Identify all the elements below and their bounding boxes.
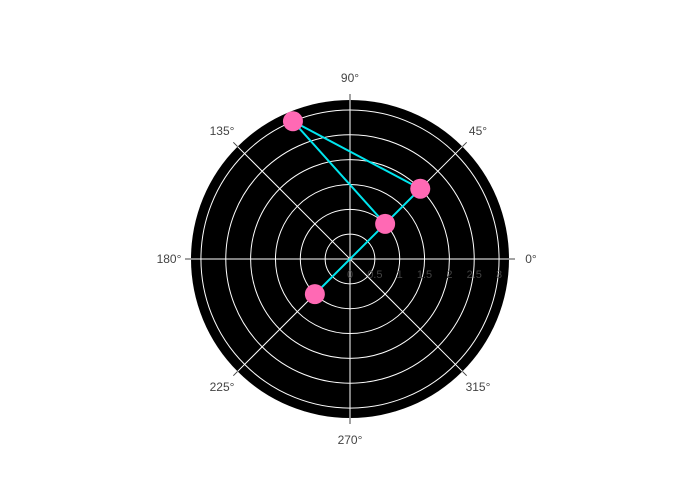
angular-tick-label: 180° bbox=[157, 252, 182, 266]
radial-tick-label: 2 bbox=[446, 269, 452, 281]
radial-tick-label: 1.5 bbox=[417, 269, 432, 281]
radial-tick-labels: 0 0.5 1 1.5 2 2.5 3 bbox=[347, 269, 502, 281]
angular-tick-label: 90° bbox=[341, 71, 359, 85]
angular-tick bbox=[233, 371, 237, 375]
angular-tick bbox=[233, 142, 237, 146]
radial-tick-label: 1 bbox=[397, 269, 403, 281]
radial-tick-label: 3 bbox=[496, 269, 502, 281]
data-point[interactable] bbox=[305, 284, 325, 304]
angular-tick-label: 45° bbox=[469, 124, 487, 138]
angular-tick bbox=[462, 371, 466, 375]
radial-tick-label: 0 bbox=[347, 269, 353, 281]
radial-tick-label: 2.5 bbox=[467, 269, 482, 281]
data-point[interactable] bbox=[410, 179, 430, 199]
angular-tick-label: 0° bbox=[525, 252, 537, 266]
radial-tick-label: 0.5 bbox=[367, 269, 382, 281]
angular-tick bbox=[462, 142, 466, 146]
angular-tick-label: 135° bbox=[210, 124, 235, 138]
data-point[interactable] bbox=[375, 214, 395, 234]
data-point[interactable] bbox=[283, 111, 303, 131]
angular-tick-label: 270° bbox=[338, 433, 363, 447]
angular-tick-label: 315° bbox=[466, 380, 491, 394]
angular-tick-label: 225° bbox=[210, 380, 235, 394]
